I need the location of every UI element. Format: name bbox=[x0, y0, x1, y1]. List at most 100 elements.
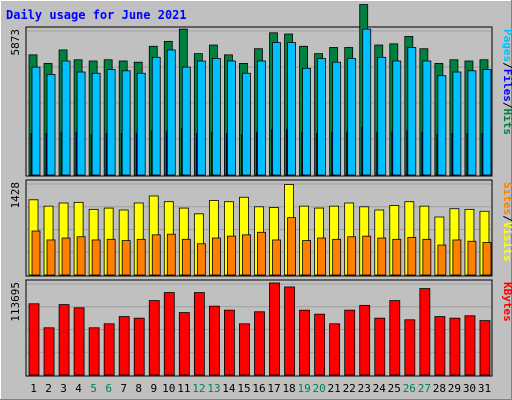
bar-kbytes bbox=[73, 307, 85, 376]
day-29-bars bbox=[449, 59, 462, 176]
day-28-bars bbox=[434, 316, 446, 376]
day-23-bars bbox=[359, 304, 371, 376]
day-24-bars bbox=[374, 209, 387, 276]
x-tick-label: 24 bbox=[373, 382, 387, 395]
bar-kbytes bbox=[344, 309, 356, 376]
right-legend: Pages/Files/Hits bbox=[501, 29, 512, 135]
day-22-bars bbox=[344, 47, 357, 176]
day-16-bars bbox=[254, 311, 265, 376]
day-28-bars bbox=[434, 216, 447, 276]
bar-sites bbox=[106, 238, 116, 276]
right-legend: KBytes bbox=[501, 282, 512, 322]
bar-kbytes bbox=[88, 327, 100, 376]
day-25-bars bbox=[389, 43, 402, 176]
bar-sites bbox=[196, 243, 206, 276]
bar-pages bbox=[317, 58, 327, 176]
day-8-bars bbox=[133, 317, 145, 376]
day-14-bars bbox=[224, 201, 236, 276]
legend-pages: Pages bbox=[501, 29, 512, 62]
y-max-label: 1428 bbox=[9, 182, 22, 209]
bar-kbytes bbox=[464, 315, 476, 376]
x-tick-label: 1 bbox=[30, 382, 37, 395]
day-27-bars bbox=[419, 205, 432, 276]
x-tick-label: 16 bbox=[252, 382, 265, 395]
day-4-bars bbox=[73, 307, 85, 376]
legend-separator: / bbox=[501, 62, 512, 69]
bar-sites bbox=[46, 239, 56, 276]
bar-pages bbox=[437, 75, 447, 176]
bar-sites bbox=[482, 242, 492, 276]
x-tick-label: 31 bbox=[478, 382, 491, 395]
day-31-bars bbox=[479, 210, 492, 276]
bar-sites bbox=[437, 244, 447, 276]
bar-sites bbox=[377, 237, 387, 276]
bar-pages bbox=[287, 42, 296, 176]
x-tick-label: 5 bbox=[90, 382, 97, 395]
y-max-label: 5873 bbox=[9, 29, 22, 56]
bar-kbytes bbox=[404, 319, 416, 376]
legend-files: Files bbox=[501, 69, 512, 102]
day-2-bars bbox=[43, 63, 56, 176]
bar-pages bbox=[106, 69, 116, 176]
bar-sites bbox=[257, 231, 266, 276]
day-15-bars bbox=[239, 323, 250, 376]
x-tick-label: 27 bbox=[418, 382, 431, 395]
day-7-bars bbox=[118, 316, 130, 376]
legend-sites: Sites bbox=[501, 182, 512, 215]
chart-panels: 5873Pages/Files/Hits1428Sites/Visits1136… bbox=[9, 4, 512, 377]
day-13-bars bbox=[208, 44, 221, 176]
x-tick-label: 11 bbox=[177, 382, 190, 395]
bar-sites bbox=[91, 239, 101, 276]
day-17-bars bbox=[269, 282, 280, 376]
bar-kbytes bbox=[479, 320, 491, 376]
bar-kbytes bbox=[389, 300, 401, 376]
bar-kbytes bbox=[359, 304, 371, 376]
bar-kbytes bbox=[299, 309, 310, 376]
x-axis-labels: 1 2 3 4 5 6 7 8 9 10 11 12 13 14 15 16 17 18 19 20 21 22 23 24 2… bbox=[30, 382, 491, 395]
bar-pages bbox=[242, 72, 251, 176]
bar-sites bbox=[181, 238, 191, 276]
day-9-bars bbox=[148, 300, 160, 376]
day-4-bars bbox=[73, 201, 86, 276]
bar-sites bbox=[347, 236, 357, 276]
day-18-bars bbox=[284, 33, 296, 176]
bar-kbytes bbox=[148, 300, 160, 376]
day-13-bars bbox=[208, 200, 221, 276]
day-2-bars bbox=[43, 327, 55, 376]
day-30-bars bbox=[464, 208, 477, 276]
day-24-bars bbox=[374, 44, 387, 176]
day-2-bars bbox=[43, 205, 56, 276]
bar-sites bbox=[452, 239, 462, 276]
bar-pages bbox=[166, 49, 176, 176]
day-29-bars bbox=[449, 317, 461, 376]
day-5-bars bbox=[88, 60, 101, 176]
day-1-bars bbox=[28, 199, 41, 276]
bar-pages bbox=[76, 71, 86, 176]
bar-kbytes bbox=[329, 323, 341, 376]
day-11-bars bbox=[178, 312, 190, 376]
day-3-bars bbox=[58, 49, 71, 176]
x-tick-label: 12 bbox=[192, 382, 205, 395]
day-19-bars bbox=[299, 45, 311, 176]
day-26-bars bbox=[404, 36, 417, 176]
x-tick-label: 26 bbox=[403, 382, 416, 395]
bar-sites bbox=[392, 238, 402, 276]
bar-kbytes bbox=[43, 327, 55, 376]
day-15-bars bbox=[239, 63, 251, 176]
x-tick-label: 20 bbox=[313, 382, 326, 395]
day-21-bars bbox=[329, 205, 342, 276]
x-tick-label: 13 bbox=[207, 382, 220, 395]
bar-kbytes bbox=[254, 311, 265, 376]
day-15-bars bbox=[239, 196, 251, 276]
bar-kbytes bbox=[28, 303, 40, 376]
bar-pages bbox=[61, 60, 71, 176]
day-13-bars bbox=[208, 305, 220, 376]
bar-kbytes bbox=[208, 305, 220, 376]
day-25-bars bbox=[389, 300, 401, 376]
bar-pages bbox=[196, 60, 206, 176]
bar-pages bbox=[181, 66, 191, 176]
bar-pages bbox=[377, 56, 387, 176]
day-28-bars bbox=[434, 63, 447, 176]
bar-kbytes bbox=[118, 316, 130, 376]
